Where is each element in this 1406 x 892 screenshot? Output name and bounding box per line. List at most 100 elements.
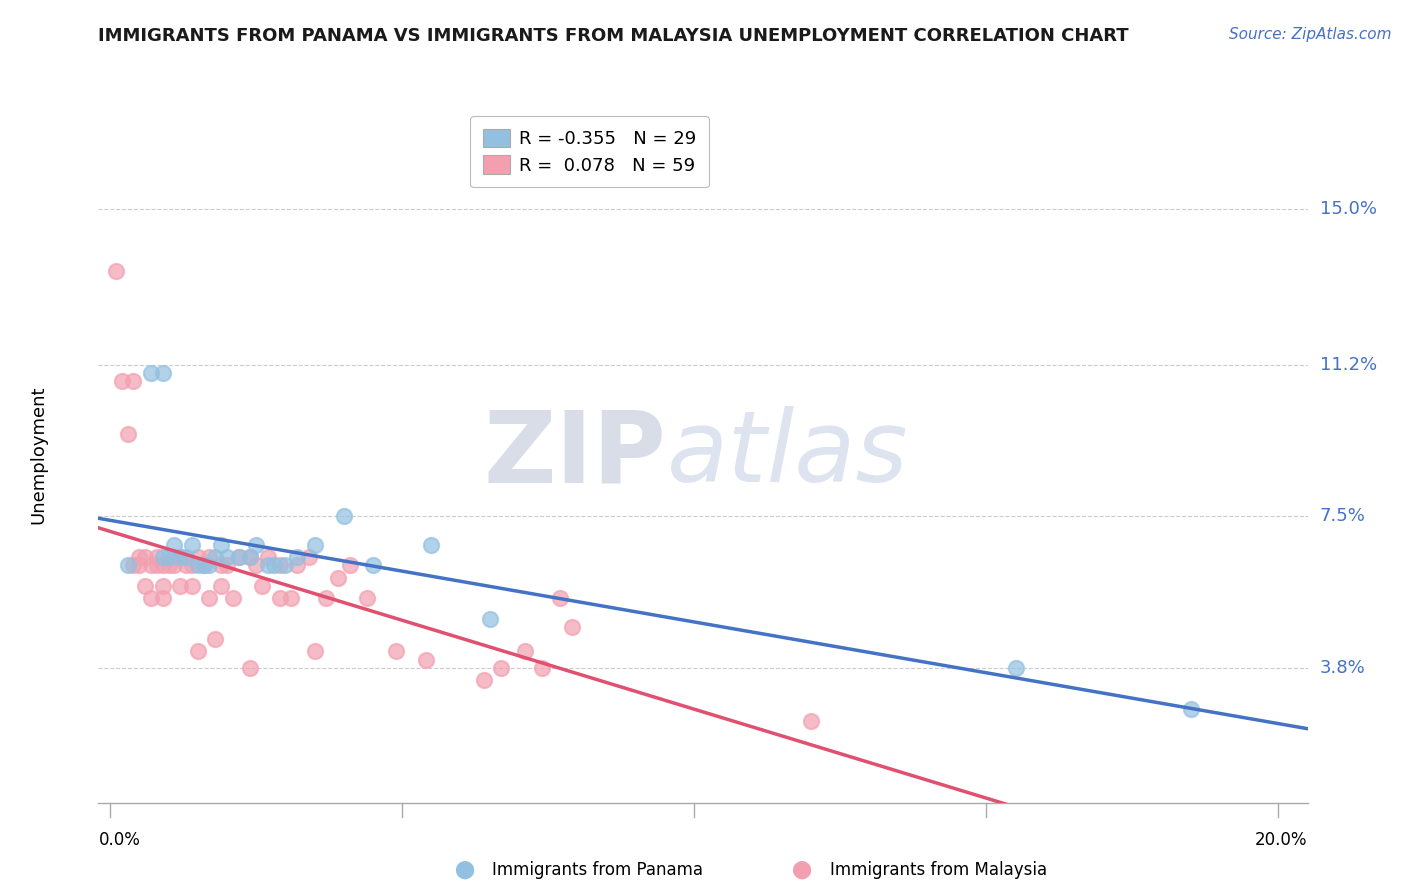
Point bbox=[111, 374, 134, 388]
Point bbox=[1180, 701, 1202, 715]
Point bbox=[209, 579, 232, 593]
Point bbox=[478, 612, 501, 626]
Point bbox=[415, 652, 437, 666]
Point bbox=[169, 550, 191, 565]
Point bbox=[356, 591, 378, 606]
Point bbox=[169, 550, 191, 565]
Point bbox=[174, 550, 197, 565]
Point bbox=[117, 558, 139, 573]
Point bbox=[228, 550, 250, 565]
Point bbox=[245, 538, 267, 552]
Text: ⬤: ⬤ bbox=[454, 861, 474, 879]
Text: 20.0%: 20.0% bbox=[1256, 830, 1308, 848]
Point bbox=[187, 550, 209, 565]
Point bbox=[180, 538, 202, 552]
Point bbox=[263, 558, 285, 573]
Point bbox=[157, 558, 180, 573]
Point bbox=[228, 550, 250, 565]
Text: 15.0%: 15.0% bbox=[1320, 201, 1376, 219]
Point bbox=[193, 558, 215, 573]
Point bbox=[128, 558, 150, 573]
Point bbox=[256, 558, 278, 573]
Point bbox=[800, 714, 823, 728]
Text: Source: ZipAtlas.com: Source: ZipAtlas.com bbox=[1229, 27, 1392, 42]
Point bbox=[280, 591, 302, 606]
Point bbox=[215, 558, 238, 573]
Point bbox=[134, 579, 156, 593]
Point bbox=[285, 550, 308, 565]
Point bbox=[152, 550, 174, 565]
Point bbox=[239, 550, 262, 565]
Point bbox=[256, 550, 278, 565]
Point bbox=[122, 374, 145, 388]
Text: ZIP: ZIP bbox=[484, 407, 666, 503]
Point bbox=[157, 550, 180, 565]
Point bbox=[187, 644, 209, 658]
Point bbox=[139, 558, 162, 573]
Text: IMMIGRANTS FROM PANAMA VS IMMIGRANTS FROM MALAYSIA UNEMPLOYMENT CORRELATION CHAR: IMMIGRANTS FROM PANAMA VS IMMIGRANTS FRO… bbox=[98, 27, 1129, 45]
Point bbox=[215, 550, 238, 565]
Point bbox=[174, 558, 197, 573]
Point bbox=[239, 661, 262, 675]
Point bbox=[361, 558, 384, 573]
Point bbox=[163, 550, 186, 565]
Point bbox=[1004, 661, 1026, 675]
Point bbox=[250, 579, 273, 593]
Point bbox=[222, 591, 245, 606]
Point bbox=[561, 620, 583, 634]
Point bbox=[104, 264, 127, 278]
Point bbox=[274, 558, 297, 573]
Point bbox=[548, 591, 571, 606]
Point bbox=[134, 550, 156, 565]
Point bbox=[152, 558, 174, 573]
Point bbox=[472, 673, 495, 687]
Text: Unemployment: Unemployment bbox=[30, 385, 46, 524]
Point bbox=[152, 366, 174, 380]
Point bbox=[152, 591, 174, 606]
Point bbox=[269, 591, 291, 606]
Point bbox=[385, 644, 408, 658]
Point bbox=[163, 558, 186, 573]
Point bbox=[180, 558, 202, 573]
Point bbox=[204, 550, 226, 565]
Point bbox=[531, 661, 554, 675]
Point bbox=[163, 538, 186, 552]
Point bbox=[187, 558, 209, 573]
Text: 3.8%: 3.8% bbox=[1320, 658, 1365, 677]
Point bbox=[146, 558, 169, 573]
Point bbox=[239, 550, 262, 565]
Point bbox=[209, 558, 232, 573]
Point bbox=[198, 591, 221, 606]
Point bbox=[304, 644, 326, 658]
Point bbox=[298, 550, 321, 565]
Point bbox=[139, 591, 162, 606]
Text: 7.5%: 7.5% bbox=[1320, 508, 1365, 525]
Point bbox=[285, 558, 308, 573]
Point bbox=[513, 644, 536, 658]
Point bbox=[209, 538, 232, 552]
Point bbox=[245, 558, 267, 573]
Text: Immigrants from Panama: Immigrants from Panama bbox=[492, 861, 703, 879]
Text: atlas: atlas bbox=[666, 407, 908, 503]
Point bbox=[193, 558, 215, 573]
Point bbox=[326, 571, 349, 585]
Point bbox=[269, 558, 291, 573]
Point bbox=[139, 366, 162, 380]
Point bbox=[169, 579, 191, 593]
Point bbox=[204, 632, 226, 646]
Point bbox=[315, 591, 337, 606]
Text: ⬤: ⬤ bbox=[792, 861, 811, 879]
Point bbox=[198, 558, 221, 573]
Point bbox=[332, 509, 354, 524]
Point bbox=[128, 550, 150, 565]
Text: 11.2%: 11.2% bbox=[1320, 356, 1376, 374]
Point bbox=[122, 558, 145, 573]
Point bbox=[420, 538, 443, 552]
Legend: R = -0.355   N = 29, R =  0.078   N = 59: R = -0.355 N = 29, R = 0.078 N = 59 bbox=[470, 116, 709, 187]
Point bbox=[491, 661, 513, 675]
Point bbox=[180, 579, 202, 593]
Point bbox=[146, 550, 169, 565]
Point bbox=[339, 558, 361, 573]
Point bbox=[198, 550, 221, 565]
Text: 0.0%: 0.0% bbox=[98, 830, 141, 848]
